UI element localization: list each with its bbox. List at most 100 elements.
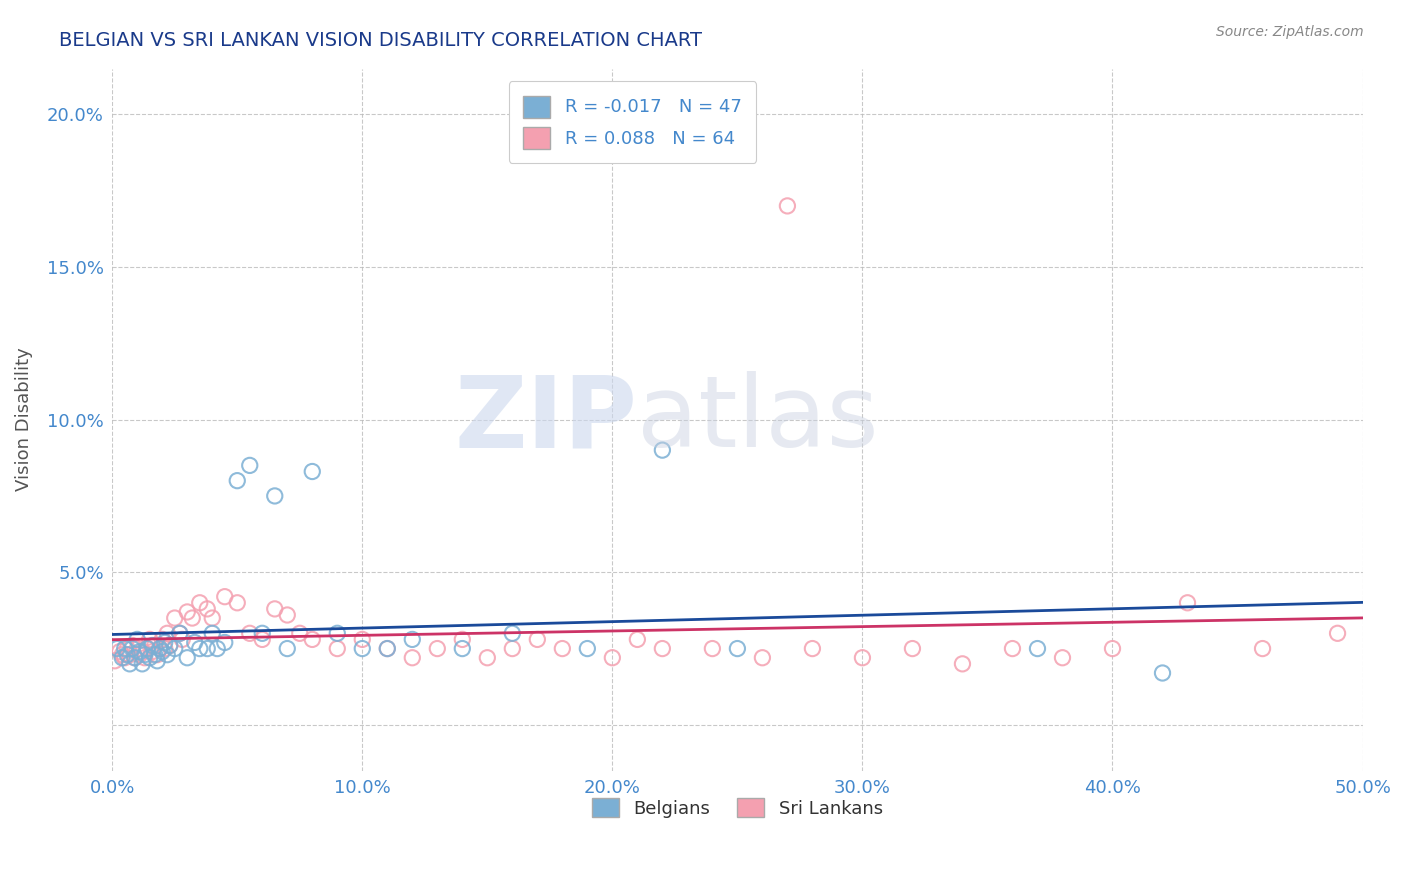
Point xyxy=(239,626,262,640)
Point xyxy=(1326,626,1348,640)
Point xyxy=(134,648,156,662)
Point xyxy=(150,645,173,659)
Point xyxy=(651,443,673,458)
Point xyxy=(214,590,236,604)
Point xyxy=(121,639,143,653)
Point xyxy=(141,639,163,653)
Point xyxy=(176,605,198,619)
Point xyxy=(114,641,136,656)
Point xyxy=(128,645,150,659)
Point xyxy=(1152,665,1174,680)
Point xyxy=(451,641,474,656)
Point xyxy=(851,650,873,665)
Point xyxy=(226,596,249,610)
Point xyxy=(276,641,298,656)
Point xyxy=(114,650,136,665)
Point xyxy=(188,596,211,610)
Point xyxy=(128,648,150,662)
Point xyxy=(401,650,423,665)
Point xyxy=(1251,641,1274,656)
Point xyxy=(172,632,194,647)
Point xyxy=(326,626,349,640)
Point xyxy=(201,611,224,625)
Point xyxy=(201,626,224,640)
Point xyxy=(141,645,163,659)
Point xyxy=(156,626,179,640)
Point xyxy=(1001,641,1024,656)
Point xyxy=(104,654,127,668)
Point xyxy=(195,641,218,656)
Point xyxy=(136,641,159,656)
Point xyxy=(602,650,624,665)
Point xyxy=(184,635,207,649)
Point xyxy=(702,641,724,656)
Point xyxy=(401,632,423,647)
Point xyxy=(326,641,349,656)
Point xyxy=(252,626,274,640)
Text: Source: ZipAtlas.com: Source: ZipAtlas.com xyxy=(1216,25,1364,39)
Point xyxy=(239,458,262,473)
Point xyxy=(159,639,181,653)
Point xyxy=(136,641,159,656)
Point xyxy=(352,632,374,647)
Point xyxy=(118,657,141,671)
Point xyxy=(163,611,186,625)
Point xyxy=(111,650,134,665)
Point xyxy=(146,654,169,668)
Point xyxy=(149,641,172,656)
Text: BELGIAN VS SRI LANKAN VISION DISABILITY CORRELATION CHART: BELGIAN VS SRI LANKAN VISION DISABILITY … xyxy=(59,31,702,50)
Point xyxy=(901,641,924,656)
Point xyxy=(375,641,398,656)
Point xyxy=(127,632,149,647)
Point xyxy=(263,602,285,616)
Point xyxy=(127,641,149,656)
Point xyxy=(626,632,648,647)
Point xyxy=(143,639,166,653)
Point xyxy=(375,641,398,656)
Point xyxy=(153,635,176,649)
Point xyxy=(477,650,499,665)
Text: atlas: atlas xyxy=(637,371,879,468)
Point xyxy=(301,632,323,647)
Point xyxy=(352,641,374,656)
Point xyxy=(426,641,449,656)
Point xyxy=(263,489,285,503)
Point xyxy=(159,639,181,653)
Point xyxy=(150,632,173,647)
Point xyxy=(124,650,146,665)
Point xyxy=(1177,596,1199,610)
Point xyxy=(751,650,773,665)
Point xyxy=(526,632,548,647)
Point xyxy=(501,641,523,656)
Point xyxy=(1052,650,1074,665)
Point xyxy=(551,641,574,656)
Point xyxy=(169,626,191,640)
Point xyxy=(134,650,156,665)
Point xyxy=(952,657,974,671)
Point xyxy=(146,648,169,662)
Point xyxy=(149,641,172,656)
Point xyxy=(176,650,198,665)
Point xyxy=(156,648,179,662)
Y-axis label: Vision Disability: Vision Disability xyxy=(15,348,32,491)
Point xyxy=(163,641,186,656)
Point xyxy=(651,641,673,656)
Point xyxy=(188,641,211,656)
Point xyxy=(576,641,599,656)
Text: ZIP: ZIP xyxy=(454,371,637,468)
Point xyxy=(108,645,131,659)
Point xyxy=(776,199,799,213)
Point xyxy=(214,635,236,649)
Point xyxy=(301,465,323,479)
Point xyxy=(105,641,128,656)
Point xyxy=(181,611,204,625)
Point xyxy=(124,650,146,665)
Point xyxy=(153,641,176,656)
Point xyxy=(118,648,141,662)
Point xyxy=(138,650,160,665)
Point xyxy=(451,632,474,647)
Point xyxy=(111,648,134,662)
Point xyxy=(115,648,138,662)
Point xyxy=(1101,641,1123,656)
Point xyxy=(131,657,153,671)
